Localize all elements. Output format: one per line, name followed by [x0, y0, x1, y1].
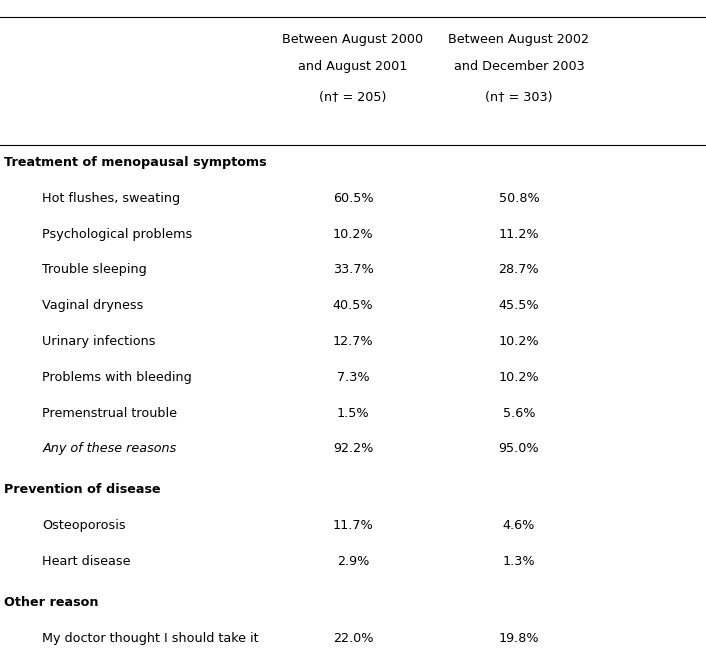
- Text: 10.2%: 10.2%: [498, 335, 539, 348]
- Text: Trouble sleeping: Trouble sleeping: [42, 263, 147, 276]
- Text: Other reason: Other reason: [4, 596, 98, 609]
- Text: (n† = 205): (n† = 205): [319, 91, 387, 104]
- Text: Urinary infections: Urinary infections: [42, 335, 156, 348]
- Text: 95.0%: 95.0%: [498, 442, 539, 455]
- Text: Any of these reasons: Any of these reasons: [42, 442, 176, 455]
- Text: My doctor thought I should take it: My doctor thought I should take it: [42, 632, 259, 645]
- Text: Treatment of menopausal symptoms: Treatment of menopausal symptoms: [4, 156, 266, 169]
- Text: Osteoporosis: Osteoporosis: [42, 519, 126, 532]
- Text: 40.5%: 40.5%: [333, 299, 373, 312]
- Text: Vaginal dryness: Vaginal dryness: [42, 299, 144, 312]
- Text: 19.8%: 19.8%: [498, 632, 539, 645]
- Text: 50.8%: 50.8%: [498, 192, 539, 205]
- Text: 2.9%: 2.9%: [337, 555, 369, 568]
- Text: 1.5%: 1.5%: [337, 406, 369, 420]
- Text: 12.7%: 12.7%: [333, 335, 373, 348]
- Text: and August 2001: and August 2001: [299, 60, 407, 73]
- Text: 28.7%: 28.7%: [498, 263, 539, 276]
- Text: 7.3%: 7.3%: [337, 371, 369, 384]
- Text: 92.2%: 92.2%: [333, 442, 373, 455]
- Text: Prevention of disease: Prevention of disease: [4, 483, 160, 497]
- Text: 60.5%: 60.5%: [333, 192, 373, 205]
- Text: 33.7%: 33.7%: [333, 263, 373, 276]
- Text: 4.6%: 4.6%: [503, 519, 535, 532]
- Text: and December 2003: and December 2003: [453, 60, 585, 73]
- Text: 10.2%: 10.2%: [333, 227, 373, 241]
- Text: 45.5%: 45.5%: [498, 299, 539, 312]
- Text: 11.7%: 11.7%: [333, 519, 373, 532]
- Text: Between August 2002: Between August 2002: [448, 33, 590, 46]
- Text: Between August 2000: Between August 2000: [282, 33, 424, 46]
- Text: (n† = 303): (n† = 303): [485, 91, 553, 104]
- Text: Problems with bleeding: Problems with bleeding: [42, 371, 192, 384]
- Text: Hot flushes, sweating: Hot flushes, sweating: [42, 192, 181, 205]
- Text: 10.2%: 10.2%: [498, 371, 539, 384]
- Text: 1.3%: 1.3%: [503, 555, 535, 568]
- Text: 11.2%: 11.2%: [498, 227, 539, 241]
- Text: 5.6%: 5.6%: [503, 406, 535, 420]
- Text: 22.0%: 22.0%: [333, 632, 373, 645]
- Text: Psychological problems: Psychological problems: [42, 227, 193, 241]
- Text: Heart disease: Heart disease: [42, 555, 131, 568]
- Text: Premenstrual trouble: Premenstrual trouble: [42, 406, 177, 420]
